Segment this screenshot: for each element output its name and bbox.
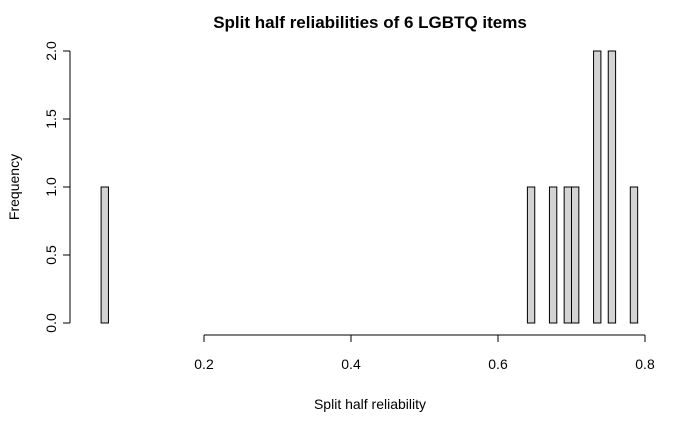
y-tick-label: 2.0 <box>43 41 59 61</box>
histogram-bar <box>571 186 580 324</box>
x-tick-label: 0.6 <box>488 356 508 372</box>
histogram-bar <box>526 186 536 324</box>
histogram-bar <box>629 186 639 324</box>
histogram-bar <box>548 186 558 324</box>
x-tick-label: 0.2 <box>194 356 214 372</box>
y-tick-label: 0.5 <box>43 245 59 265</box>
histogram-bar <box>563 186 573 324</box>
y-tick-label: 1.0 <box>43 177 59 197</box>
y-tick-label: 0.0 <box>43 313 59 333</box>
x-axis-label: Split half reliability <box>314 396 426 412</box>
histogram-bar <box>593 50 602 324</box>
x-axis: 0.2 0.4 0.6 0.8 <box>194 334 655 372</box>
y-axis: 0.0 0.5 1.0 1.5 2.0 <box>43 41 71 333</box>
histogram-bar <box>607 50 617 324</box>
histogram-bar <box>100 186 109 324</box>
x-tick-label: 0.4 <box>341 356 361 372</box>
chart-title: Split half reliabilities of 6 LGBTQ item… <box>213 13 527 32</box>
y-tick-label: 1.5 <box>43 109 59 129</box>
y-axis-label: Frequency <box>6 154 22 220</box>
x-tick-label: 0.8 <box>635 356 655 372</box>
histogram-bars <box>100 50 639 324</box>
